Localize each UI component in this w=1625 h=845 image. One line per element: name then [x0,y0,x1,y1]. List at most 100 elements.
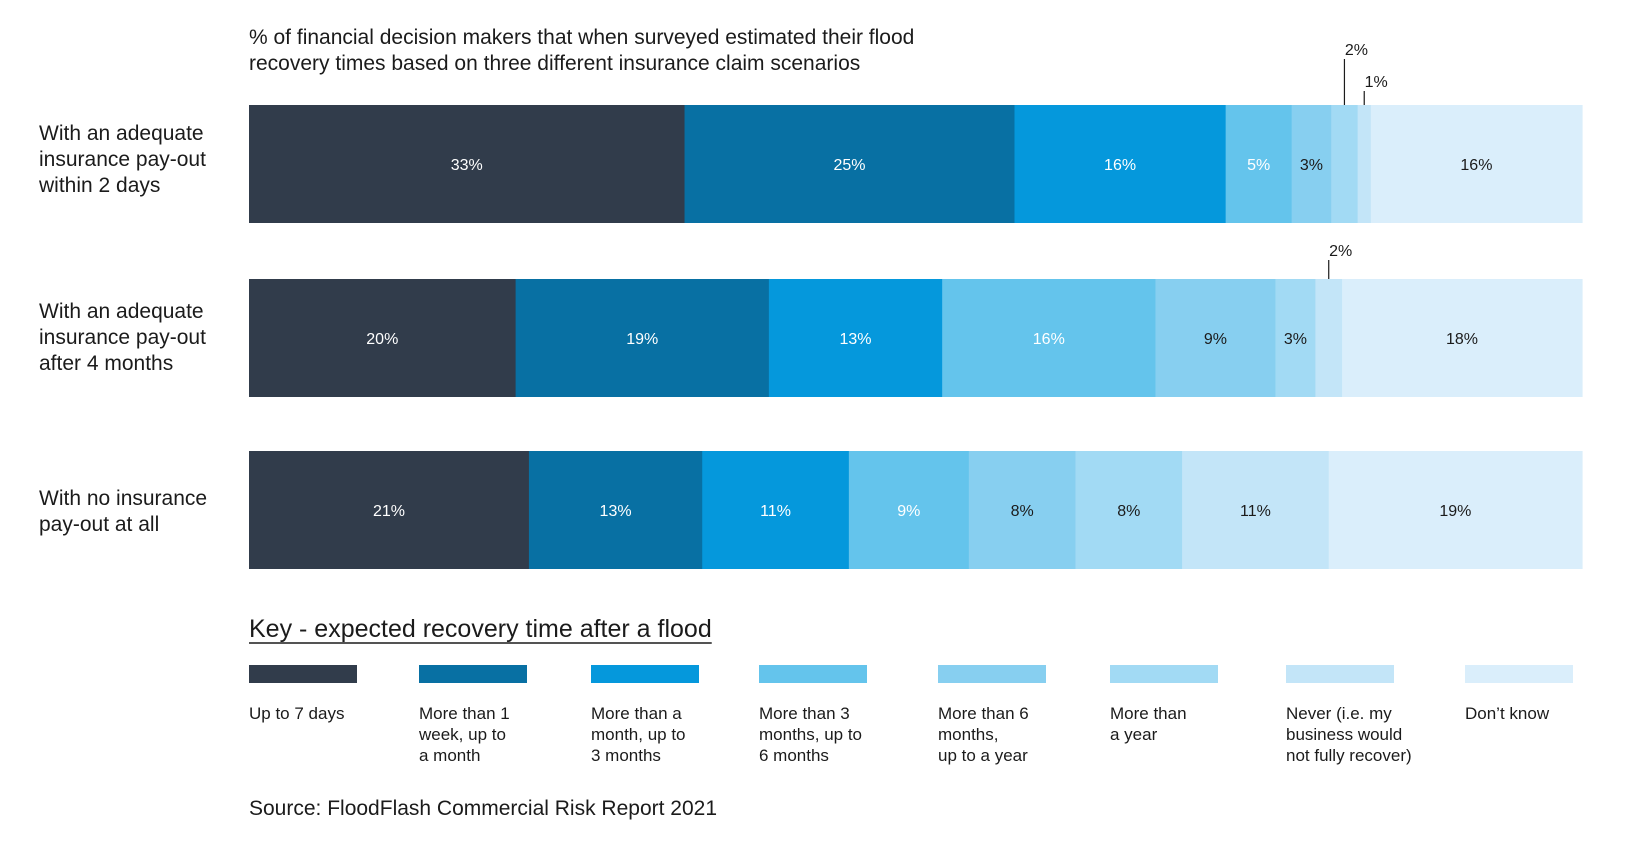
legend-label: 6 months [759,746,829,765]
data-label: 3% [1284,331,1307,348]
bar-segment [249,451,530,569]
callout-label: 2% [1329,243,1352,260]
bar-segment [1357,105,1372,223]
callout-label: 1% [1365,74,1388,91]
data-label: 18% [1446,331,1478,348]
legend-item: More than 1 week, up to a month [418,665,527,765]
data-label: 9% [1204,331,1227,348]
legend-label: More than 3 [759,704,850,723]
legend-label: months, up to [759,725,862,744]
chart-title-line: % of financial decision makers that when… [249,26,914,49]
callout: 2% [1328,243,1352,279]
legend-item: Don’t know [1465,665,1573,723]
bar-segment [1331,105,1359,223]
category-label: With no insurance [39,487,207,510]
legend-label: business would [1286,725,1402,744]
category-label: after 4 months [39,352,173,375]
bar-segment [249,105,686,223]
legend-label: 3 months [591,746,661,765]
legend-label: Up to 7 days [249,704,344,723]
legend-label: up to a year [938,746,1028,765]
callout: 1% [1363,74,1388,105]
bar-segment [1075,451,1183,569]
bar-segment [768,279,943,397]
source-note: Source: FloodFlash Commercial Risk Repor… [249,797,717,820]
bar-segment [702,451,850,569]
data-label: 33% [451,157,483,174]
bar-segment [1291,105,1332,223]
bar-segment [1014,105,1227,223]
callout: 2% [1343,42,1368,105]
legend-item: More than a month, up to 3 months [591,665,699,765]
bar-segment [1328,451,1583,569]
legend-label: not fully recover) [1286,746,1412,765]
legend-label: Don’t know [1465,704,1550,723]
category-label: within 2 days [38,174,160,197]
data-label: 13% [600,503,632,520]
bar-segment [528,451,703,569]
legend-title: Key - expected recovery time after a flo… [249,615,712,643]
legend-swatch [759,665,867,683]
bar-segment [1370,105,1583,223]
legend-item: More than 6 months, up to a year [938,665,1046,765]
data-label: 16% [1104,157,1136,174]
chart-title-line: recovery times based on three different … [249,52,860,75]
legend-swatch [249,665,357,683]
data-label: 8% [1011,503,1034,520]
bar-segment [1342,279,1583,397]
category-label: pay-out at all [39,513,159,536]
bar-row: 33% 25% 16% 5% 3% 16% [249,105,1583,223]
category-label: With an adequate [39,122,204,145]
category-label: insurance pay-out [39,148,206,171]
legend-label: More than 1 [419,704,510,723]
bar-segment [249,279,517,397]
data-label: 21% [373,503,405,520]
data-label: 19% [1439,503,1471,520]
legend-label: month, up to [591,725,686,744]
legend-swatch [1286,665,1394,683]
bar-segment [515,279,770,397]
legend-label: More than 6 [938,704,1029,723]
bar-segment [684,105,1016,223]
data-label: 3% [1300,157,1323,174]
legend-item: Up to 7 days [249,665,357,723]
legend-swatch [591,665,699,683]
legend-label: Never (i.e. my [1286,704,1392,723]
data-label: 5% [1247,157,1270,174]
bar-segment [1315,279,1343,397]
bar-segment [1275,279,1316,397]
data-label: 25% [833,157,865,174]
legend-label: More than [1110,704,1187,723]
legend-label: a month [419,746,480,765]
legend-label: week, up to [418,725,506,744]
data-label: 11% [760,503,791,520]
legend-label: More than a [591,704,682,723]
bar-row: 20% 19% 13% 16% 9% 3% 18% [249,279,1583,397]
data-label: 19% [626,331,658,348]
bar-segment [942,279,1157,397]
bar-segment [1225,105,1293,223]
legend-swatch [938,665,1046,683]
legend-swatch [1465,665,1573,683]
legend-item: More than 3 months, up to 6 months [759,665,867,765]
bar-row: 21% 13% 11% 9% 8% 8% 11% 19% [249,451,1583,569]
category-label: insurance pay-out [39,326,206,349]
legend-label: a year [1110,725,1158,744]
legend-swatch [419,665,527,683]
bar-segment [848,451,970,569]
bar-segment [1182,451,1330,569]
legend-item: More than a year [1110,665,1218,744]
data-label: 13% [839,331,871,348]
data-label: 20% [366,331,398,348]
data-label: 11% [1240,503,1271,520]
legend-item: Never (i.e. my business would not fully re… [1286,665,1412,765]
data-label: 9% [897,503,920,520]
data-label: 16% [1460,157,1492,174]
callout-label: 2% [1345,42,1368,59]
data-label: 8% [1117,503,1140,520]
legend-swatch [1110,665,1218,683]
bar-segment [1155,279,1277,397]
bar-segment [968,451,1077,569]
category-label: With an adequate [39,300,204,323]
